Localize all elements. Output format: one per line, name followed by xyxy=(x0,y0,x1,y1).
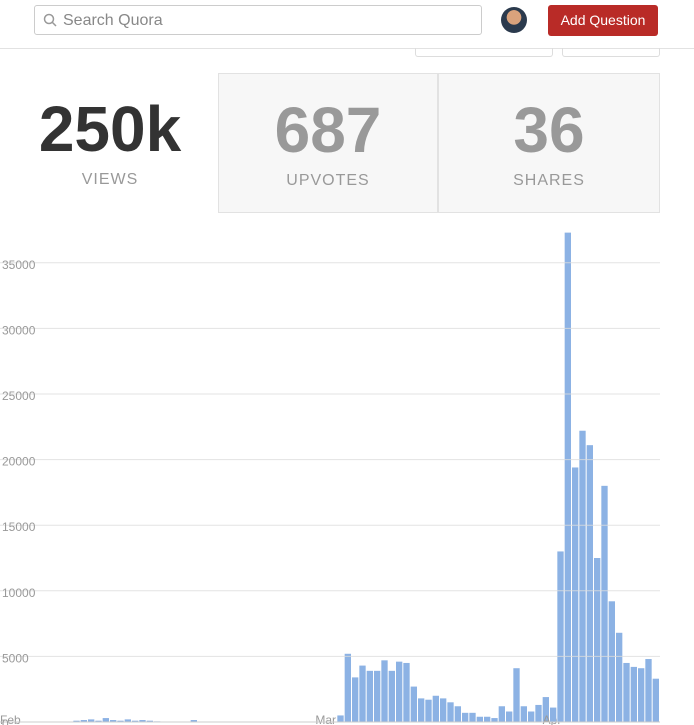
avatar[interactable] xyxy=(501,7,527,33)
bar xyxy=(586,445,593,722)
bar xyxy=(73,720,80,722)
bar xyxy=(557,551,564,722)
stat-tab[interactable]: 36 SHARES xyxy=(438,73,660,213)
bar xyxy=(535,704,542,722)
bar xyxy=(454,706,461,722)
bar xyxy=(447,702,454,722)
bar xyxy=(440,698,447,722)
stat-value: 687 xyxy=(274,94,382,166)
bar xyxy=(608,601,615,722)
chart: FebMarApr0500010000150002000025000300003… xyxy=(0,232,660,725)
bar xyxy=(388,670,395,722)
bar xyxy=(374,670,381,722)
bar xyxy=(396,661,403,722)
bar xyxy=(359,665,366,722)
bar xyxy=(645,659,652,722)
y-tick-label: 25000 xyxy=(2,389,36,403)
menu-button[interactable] xyxy=(415,48,553,57)
stat-tab[interactable]: 687 UPVOTES xyxy=(218,73,438,213)
stat-label: VIEWS xyxy=(81,171,139,188)
y-tick-label: 30000 xyxy=(2,323,36,337)
add-question-button[interactable]: Add Question xyxy=(548,5,658,36)
y-tick-label: 10000 xyxy=(2,586,36,600)
bar xyxy=(95,720,102,722)
bar xyxy=(638,668,645,722)
stat-value: 250k xyxy=(38,93,182,165)
bar xyxy=(484,716,491,722)
y-tick-label: 35000 xyxy=(2,258,36,272)
bar xyxy=(124,719,131,722)
bar xyxy=(117,720,124,722)
bar xyxy=(418,698,425,722)
stat-value: 36 xyxy=(513,94,585,166)
bar xyxy=(572,467,579,722)
bar xyxy=(88,719,95,722)
bar xyxy=(344,653,351,722)
bar xyxy=(520,706,527,722)
stats: 250k VIEWS 687 UPVOTES 36 SHARES xyxy=(0,73,660,213)
bar xyxy=(506,711,513,722)
bar xyxy=(498,706,505,722)
stat-label: UPVOTES xyxy=(286,172,370,189)
bar xyxy=(190,720,197,722)
bar xyxy=(601,485,608,722)
search-icon xyxy=(43,13,57,27)
y-tick-label: 5000 xyxy=(2,651,29,665)
bar xyxy=(594,558,601,722)
bar xyxy=(352,677,359,722)
stat-tab[interactable]: 250k VIEWS xyxy=(0,73,220,213)
y-tick-label: 0 xyxy=(2,717,9,725)
bar xyxy=(630,666,637,722)
bar xyxy=(513,668,520,722)
y-tick-label: 20000 xyxy=(2,455,36,469)
bar xyxy=(337,715,344,722)
bar xyxy=(476,716,483,722)
bar xyxy=(550,707,557,722)
bar xyxy=(110,720,117,722)
bar xyxy=(462,712,469,722)
bar xyxy=(381,660,388,722)
bar xyxy=(542,697,549,722)
bar xyxy=(132,720,139,722)
bar xyxy=(102,718,109,722)
bar xyxy=(80,720,87,722)
y-tick-label: 15000 xyxy=(2,520,36,534)
bar xyxy=(139,720,146,722)
bar xyxy=(469,712,476,722)
bar xyxy=(366,670,373,722)
bar xyxy=(403,662,410,722)
bar xyxy=(410,686,417,722)
search-placeholder: Search Quora xyxy=(63,12,163,29)
top-bar: Search Quora Add Question xyxy=(0,0,694,49)
bar xyxy=(432,695,439,722)
bar xyxy=(652,678,659,722)
bar xyxy=(579,430,586,722)
bar xyxy=(564,232,571,722)
bar xyxy=(491,718,498,722)
menu-button[interactable] xyxy=(562,48,660,57)
stat-label: SHARES xyxy=(513,172,585,189)
x-tick-label: Mar xyxy=(315,713,336,725)
bar xyxy=(528,711,535,722)
bar xyxy=(623,662,630,722)
bar xyxy=(425,699,432,722)
bar xyxy=(616,632,623,722)
bar xyxy=(146,720,153,722)
search-box[interactable]: Search Quora xyxy=(34,5,482,35)
